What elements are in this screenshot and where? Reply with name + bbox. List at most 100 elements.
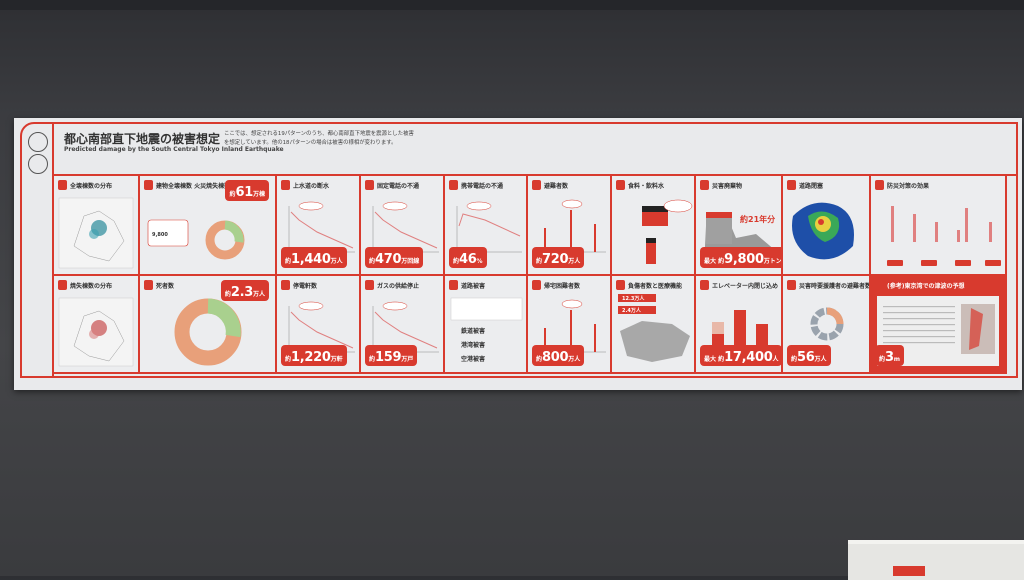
value-badge: 約1,440万人 (281, 247, 347, 268)
infographic (792, 202, 854, 260)
value-badge: 約3m (875, 345, 905, 366)
faucet-icon (281, 180, 290, 190)
badge-pre: 最大 約 (704, 356, 725, 363)
info-cell: 道路被害 鉄道被害 港湾被害 空港被害 (445, 276, 528, 374)
person-icon (144, 280, 153, 290)
food-icon (616, 180, 625, 190)
cell-title: 災害廃棄物 (712, 183, 743, 190)
badge-unit: % (476, 258, 483, 265)
cell-title: 停電軒数 (293, 283, 318, 290)
page-title: 都心南部直下地震の被害想定 (64, 132, 221, 146)
cell-title: 負傷者数と医療機能 (628, 283, 683, 290)
badge-num: 61 (235, 185, 253, 200)
elevator-icon (700, 280, 709, 290)
badge-unit: 万人 (814, 356, 827, 363)
value-badge: 約2.3万人 (220, 280, 269, 301)
house-icon (58, 280, 67, 290)
badge-pre: 約 (791, 356, 798, 363)
badge-pre: 約 (369, 258, 376, 265)
badge-unit: 万トン (763, 258, 782, 265)
display-counter (848, 540, 1024, 580)
info-cell: 死者数 約2.3万人 (140, 276, 277, 374)
infographic (147, 219, 245, 260)
value-badge: 約720万人 (532, 247, 585, 268)
cell-title: 死者数 (156, 283, 175, 290)
badge-num: 470 (375, 252, 402, 267)
info-cell: 帰宅困難者数約800万人 (528, 276, 612, 374)
badge-unit: 万軒 (330, 356, 343, 363)
badge-unit: 万人 (568, 356, 581, 363)
badge-num: 2.3 (230, 285, 253, 300)
badge-unit: 万人 (252, 291, 265, 298)
wave-icon (875, 280, 884, 290)
running-person-icon (532, 180, 541, 190)
infographic (58, 297, 134, 367)
info-cell: 災害時要援護者の避難者数約56万人 (783, 276, 871, 374)
waste-icon (700, 180, 709, 190)
badge-unit: 万戸 (401, 356, 414, 363)
badge-num: 1,220 (291, 350, 331, 365)
cell-title: 災害時要援護者の避難者数 (799, 283, 871, 290)
infographic (618, 294, 690, 362)
cell-title: 帰宅困難者数 (544, 283, 581, 290)
infographic (642, 199, 693, 264)
badge-num: 1,440 (291, 252, 331, 267)
badge-num: 17,400 (724, 350, 773, 365)
badge-unit: 万棟 (252, 191, 265, 198)
badge-num: 720 (542, 252, 569, 267)
badge-unit: m (893, 356, 901, 363)
logo-strip (22, 124, 54, 376)
infographic (372, 201, 439, 253)
badge-pre: 約 (224, 291, 231, 298)
value-badge: 約800万人 (532, 345, 585, 366)
badge-pre: 約 (453, 258, 460, 265)
infographic (887, 206, 1001, 266)
panel-header: 都心南部直下地震の被害想定 Predicted damage by the So… (54, 124, 1016, 176)
medical-cross-icon (616, 280, 625, 290)
value-badge: 約1,220万軒 (281, 345, 347, 366)
road-icon (787, 180, 796, 190)
cell-title: 携帯電話の不通 (461, 183, 504, 190)
counter-label (893, 566, 925, 576)
badge-num: 3 (885, 350, 894, 365)
infographic (810, 307, 844, 341)
cell-title: 固定電話の不通 (377, 183, 420, 190)
value-badge: 約56万人 (787, 345, 831, 366)
badge-num: 9,800 (724, 252, 764, 267)
intro-text: ここでは、想定される19パターンのうち、都心南部直下地震を震源とした被害を想定し… (224, 131, 414, 146)
extra-value: 約21年分 (740, 215, 776, 224)
badge-pre: 最大 約 (704, 258, 725, 265)
badge-pre: 約 (285, 356, 292, 363)
badge-unit: 万人 (568, 258, 581, 265)
badge-pre: 約 (369, 356, 376, 363)
info-cell: エレベーター内閉じ込め 最大 約17,400人 (696, 276, 783, 374)
cell-title: 道路閉塞 (799, 183, 824, 190)
badge-num: 800 (542, 350, 569, 365)
info-cell: (参考)東京湾での津波の予想約3m (871, 276, 1007, 374)
value-badge: 最大 約17,400人 (700, 345, 781, 366)
info-cell: 負傷者数と医療機能 12.3万人 2.4万人 (612, 276, 696, 374)
infographic (706, 310, 777, 349)
value-badge: 約159万戸 (365, 345, 418, 366)
value-badge: 約61万棟 (225, 180, 269, 201)
mascot-icon (28, 154, 48, 174)
info-cell: 防災対策の効果 (871, 176, 1007, 276)
cell-title: 食料・飲料水 (628, 183, 665, 190)
infographic (58, 197, 134, 269)
tokyo-emblem-icon (28, 132, 48, 152)
value-badge: 約470万回線 (365, 247, 424, 268)
building-icon (58, 180, 67, 190)
infographic (456, 201, 522, 253)
info-cell: 避難者数 約720万人 (528, 176, 612, 276)
cell-title: (参考)東京湾での津波の予想 (887, 283, 965, 290)
cell-title: 全壊棟数の分布 (70, 183, 113, 190)
info-cell: 災害廃棄物最大 約9,800万トン 約21年分 (696, 176, 783, 276)
page-subtitle: Predicted damage by the South Central To… (64, 146, 284, 153)
detail-line: 12.3万人 (622, 296, 645, 302)
infographic (174, 298, 242, 366)
badge-pre: 約 (536, 356, 543, 363)
badge-pre: 約 (879, 356, 886, 363)
detail-line: 空港被害 (461, 356, 486, 363)
wheelchair-icon (787, 280, 796, 290)
info-cell: 全壊棟数の分布 (54, 176, 140, 276)
